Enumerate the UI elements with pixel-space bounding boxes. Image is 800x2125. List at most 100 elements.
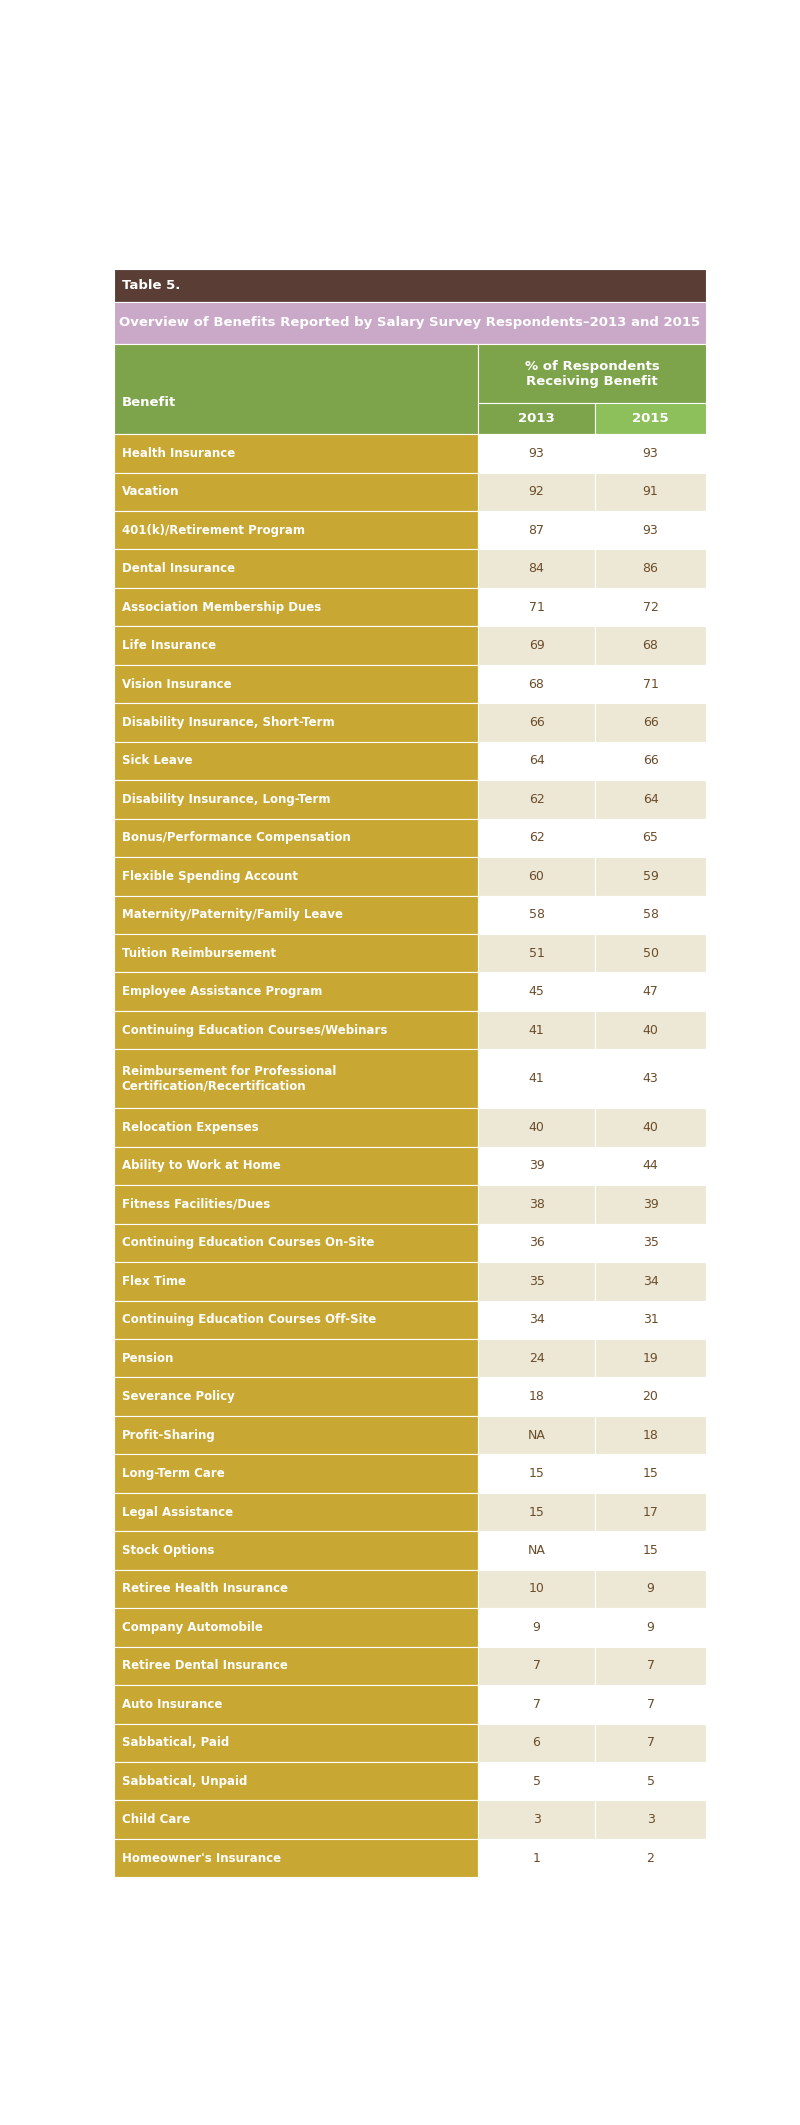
Text: 72: 72 bbox=[642, 601, 658, 614]
Text: Table 5.: Table 5. bbox=[122, 278, 180, 291]
Bar bbox=[595, 665, 706, 703]
Bar bbox=[478, 1262, 595, 1300]
Bar bbox=[595, 1570, 706, 1609]
Text: 84: 84 bbox=[529, 563, 545, 576]
Text: 35: 35 bbox=[642, 1237, 658, 1250]
Bar bbox=[478, 1012, 595, 1050]
Text: 66: 66 bbox=[642, 754, 658, 767]
Text: 9: 9 bbox=[533, 1621, 541, 1634]
Bar bbox=[114, 1148, 478, 1186]
Text: Life Insurance: Life Insurance bbox=[122, 640, 216, 652]
Text: 71: 71 bbox=[642, 678, 658, 691]
Bar bbox=[114, 1262, 478, 1300]
Bar bbox=[478, 973, 595, 1011]
Bar bbox=[114, 627, 478, 665]
Text: 68: 68 bbox=[529, 678, 545, 691]
Text: 7: 7 bbox=[646, 1698, 654, 1711]
Text: 40: 40 bbox=[642, 1024, 658, 1037]
Bar bbox=[478, 1609, 595, 1647]
Text: Stock Options: Stock Options bbox=[122, 1545, 214, 1558]
Bar bbox=[114, 1647, 478, 1685]
Text: Retiree Health Insurance: Retiree Health Insurance bbox=[122, 1583, 288, 1596]
Text: 5: 5 bbox=[533, 1774, 541, 1787]
Text: Flex Time: Flex Time bbox=[122, 1275, 186, 1288]
Text: 6: 6 bbox=[533, 1736, 541, 1749]
Bar bbox=[595, 550, 706, 589]
Bar bbox=[114, 550, 478, 589]
Text: 58: 58 bbox=[529, 907, 545, 922]
Bar bbox=[595, 1762, 706, 1800]
Bar bbox=[114, 1300, 478, 1339]
Text: 86: 86 bbox=[642, 563, 658, 576]
Bar bbox=[114, 1186, 478, 1224]
Bar bbox=[595, 1685, 706, 1723]
Bar bbox=[478, 1339, 595, 1377]
Bar bbox=[114, 818, 478, 856]
Bar bbox=[595, 1532, 706, 1570]
Text: Dental Insurance: Dental Insurance bbox=[122, 563, 235, 576]
Bar bbox=[595, 1838, 706, 1876]
Bar bbox=[114, 1494, 478, 1532]
Bar bbox=[114, 1800, 478, 1838]
Text: Flexible Spending Account: Flexible Spending Account bbox=[122, 869, 298, 882]
Text: Maternity/Paternity/Family Leave: Maternity/Paternity/Family Leave bbox=[122, 907, 342, 922]
Text: NA: NA bbox=[528, 1428, 546, 1441]
Text: Employee Assistance Program: Employee Assistance Program bbox=[122, 986, 322, 999]
Bar bbox=[595, 1609, 706, 1647]
Text: 31: 31 bbox=[642, 1313, 658, 1326]
Bar bbox=[595, 856, 706, 895]
Bar bbox=[114, 1570, 478, 1609]
Text: 43: 43 bbox=[642, 1073, 658, 1086]
Bar bbox=[595, 1224, 706, 1262]
Text: Relocation Expenses: Relocation Expenses bbox=[122, 1122, 258, 1135]
Text: 3: 3 bbox=[533, 1813, 541, 1825]
Bar bbox=[114, 472, 478, 510]
Text: 3: 3 bbox=[646, 1813, 654, 1825]
Text: 41: 41 bbox=[529, 1024, 545, 1037]
Bar bbox=[595, 1186, 706, 1224]
Text: Long-Term Care: Long-Term Care bbox=[122, 1466, 225, 1481]
Text: 35: 35 bbox=[529, 1275, 545, 1288]
Bar bbox=[478, 895, 595, 935]
Text: Company Automobile: Company Automobile bbox=[122, 1621, 262, 1634]
Bar bbox=[478, 780, 595, 818]
Bar bbox=[114, 1532, 478, 1570]
Text: 17: 17 bbox=[642, 1507, 658, 1519]
Bar bbox=[114, 510, 478, 550]
Text: 5: 5 bbox=[646, 1774, 654, 1787]
Text: Sabbatical, Unpaid: Sabbatical, Unpaid bbox=[122, 1774, 247, 1787]
Bar bbox=[478, 627, 595, 665]
Text: 7: 7 bbox=[646, 1736, 654, 1749]
Text: 34: 34 bbox=[642, 1275, 658, 1288]
Bar bbox=[595, 1800, 706, 1838]
Text: 18: 18 bbox=[529, 1390, 545, 1402]
Text: 39: 39 bbox=[642, 1198, 658, 1211]
Text: 2013: 2013 bbox=[518, 412, 555, 425]
Text: Homeowner's Insurance: Homeowner's Insurance bbox=[122, 1851, 281, 1864]
Bar bbox=[114, 973, 478, 1011]
Bar bbox=[478, 818, 595, 856]
Bar bbox=[595, 1377, 706, 1415]
Bar bbox=[595, 434, 706, 472]
Text: 40: 40 bbox=[529, 1122, 545, 1135]
Bar bbox=[595, 935, 706, 973]
Bar bbox=[595, 1723, 706, 1762]
Text: 91: 91 bbox=[642, 484, 658, 497]
Bar bbox=[595, 1454, 706, 1494]
Bar bbox=[114, 742, 478, 780]
Bar bbox=[114, 1723, 478, 1762]
Text: Association Membership Dues: Association Membership Dues bbox=[122, 601, 321, 614]
Bar bbox=[595, 404, 706, 433]
Bar bbox=[595, 895, 706, 935]
Bar bbox=[478, 1109, 595, 1148]
Bar bbox=[595, 1012, 706, 1050]
Bar bbox=[478, 1800, 595, 1838]
Text: 93: 93 bbox=[529, 446, 545, 459]
Bar bbox=[114, 856, 478, 895]
Bar bbox=[478, 742, 595, 780]
Bar bbox=[478, 589, 595, 627]
Bar bbox=[114, 1454, 478, 1494]
Text: Severance Policy: Severance Policy bbox=[122, 1390, 234, 1402]
Text: 9: 9 bbox=[646, 1621, 654, 1634]
Bar bbox=[114, 1415, 478, 1454]
